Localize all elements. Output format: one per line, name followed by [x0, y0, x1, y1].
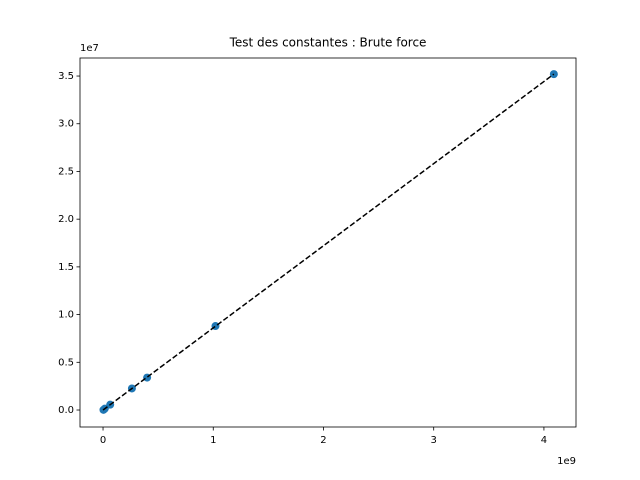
x-tick-label: 2: [320, 435, 326, 446]
x-tick-label: 3: [431, 435, 437, 446]
y-tick-label: 3.5: [58, 71, 74, 82]
x-tick-label: 1: [210, 435, 216, 446]
y-offset-label: 1e7: [80, 43, 99, 54]
x-tick-label: 0: [100, 435, 106, 446]
y-tick-label: 0.0: [58, 405, 74, 416]
y-tick-label: 2.0: [58, 214, 74, 225]
y-tick-label: 1.5: [58, 262, 74, 273]
x-offset-label: 1e9: [557, 456, 576, 467]
chart-title: Test des constantes : Brute force: [229, 36, 427, 50]
y-tick-label: 2.5: [58, 166, 74, 177]
fit-line: [102, 73, 555, 411]
x-tick-label: 4: [541, 435, 547, 446]
y-tick-label: 0.5: [58, 357, 74, 368]
y-tick-label: 1.0: [58, 310, 74, 321]
y-tick-label: 3.0: [58, 119, 74, 130]
plot-frame: [79, 57, 577, 428]
